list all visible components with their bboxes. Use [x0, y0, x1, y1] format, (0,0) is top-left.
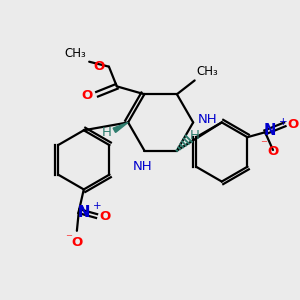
Text: NH: NH	[198, 113, 218, 126]
Text: H: H	[190, 129, 200, 142]
Text: NH: NH	[133, 160, 152, 173]
Polygon shape	[113, 122, 128, 132]
Text: O: O	[71, 236, 82, 249]
Text: N: N	[78, 205, 90, 220]
Text: CH₃: CH₃	[64, 47, 86, 60]
Text: O: O	[267, 145, 279, 158]
Text: O: O	[288, 118, 299, 131]
Text: N: N	[78, 205, 90, 220]
Text: N: N	[264, 123, 276, 138]
Text: ⁻: ⁻	[65, 232, 73, 245]
Text: +: +	[279, 117, 287, 128]
Text: H: H	[101, 126, 111, 139]
Text: +: +	[93, 201, 101, 211]
Text: O: O	[100, 209, 111, 223]
Text: CH₃: CH₃	[196, 65, 218, 79]
Text: O: O	[81, 89, 92, 102]
Text: O: O	[94, 60, 105, 73]
Text: ⁻: ⁻	[260, 139, 267, 152]
